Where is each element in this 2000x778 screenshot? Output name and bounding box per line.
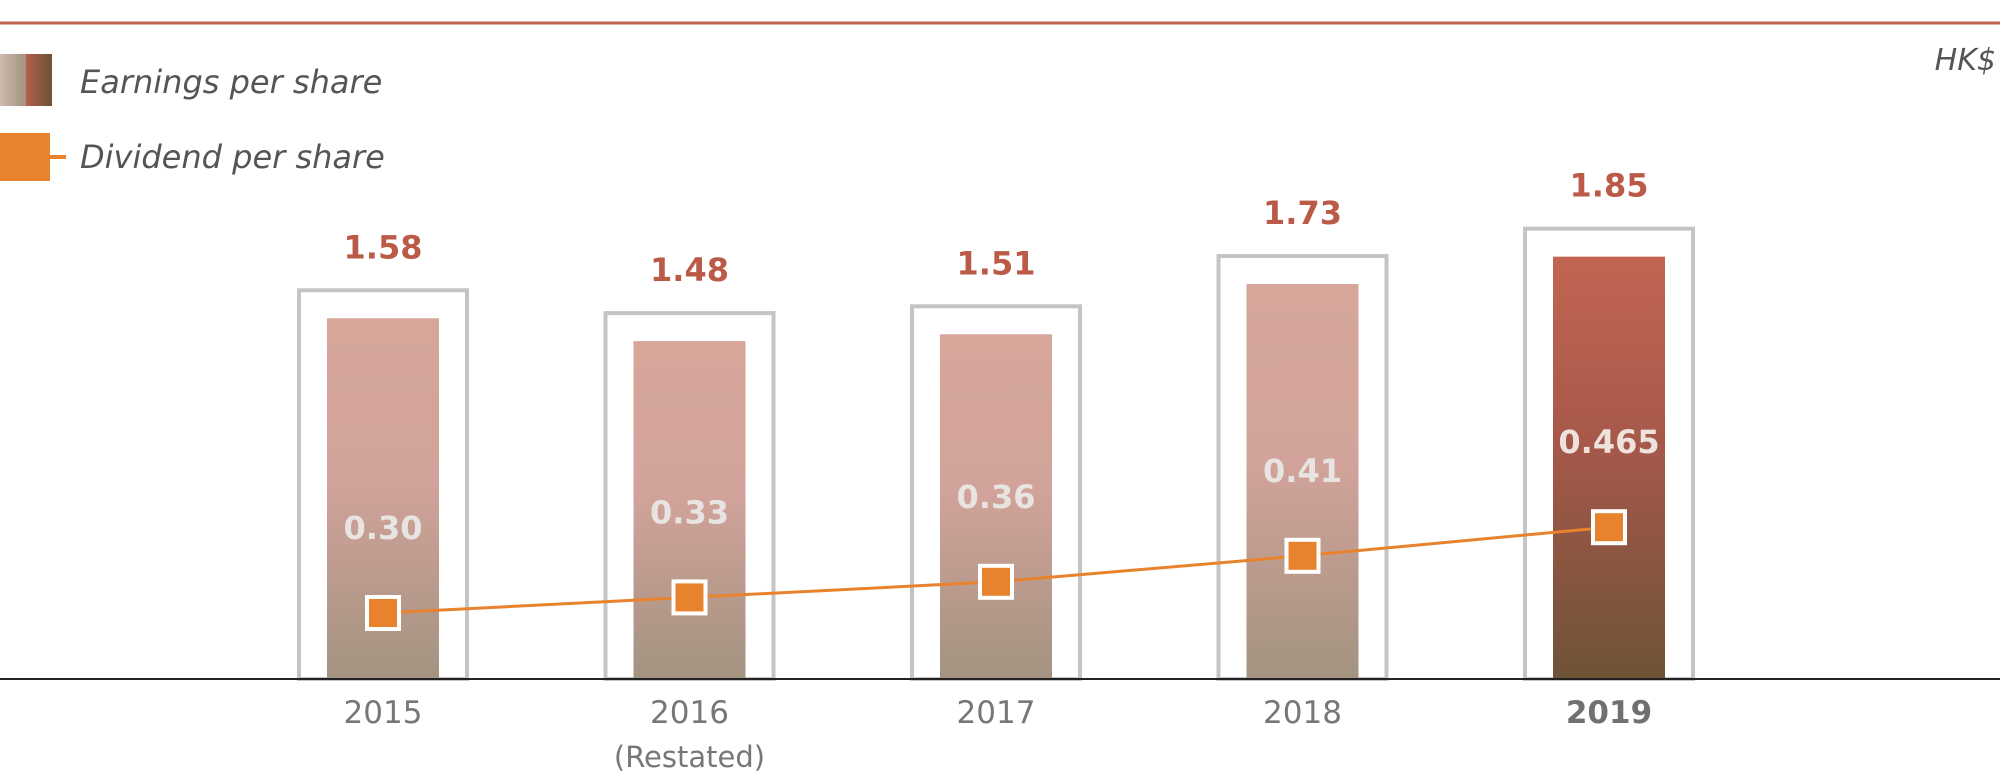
x-tick-label-2015: 2015 [344,695,423,731]
x-tick-label-2018: 2018 [1263,695,1342,731]
dps-marker-2015 [365,595,401,631]
eps-bar-2016 [633,341,746,679]
x-tick-label-2019: 2019 [1566,695,1652,731]
eps-value-labels: 1.58 1.48 1.51 1.73 1.85 [344,167,1649,289]
dps-value-label-2017: 0.36 [957,478,1036,516]
x-tick-sublabel-2016: (Restated) [614,740,765,774]
dps-value-label-2016: 0.33 [650,493,729,531]
legend-dps-marker [0,133,50,181]
unit-label: HK$ [1935,43,1996,78]
eps-bars [327,256,1665,679]
dps-markers [365,509,1627,631]
legend: Earnings per share Dividend per share [0,54,385,181]
legend-eps-swatch [0,54,52,106]
dps-marker-2018 [1284,537,1321,574]
eps-value-label-2018: 1.73 [1263,194,1342,232]
dps-value-labels: 0.30 0.33 0.36 0.41 0.465 [344,423,1660,547]
x-tick-label-2017: 2017 [957,695,1036,731]
eps-value-label-2015: 1.58 [344,228,423,266]
dps-value-label-2018: 0.41 [1263,452,1342,490]
eps-value-label-2019: 1.85 [1570,167,1649,205]
eps-bar-2017 [940,334,1052,679]
legend-eps-label: Earnings per share [80,63,382,101]
x-axis-tick-labels: 2015 2016 (Restated) 2017 2018 2019 [344,695,1653,774]
eps-value-label-2017: 1.51 [957,244,1036,282]
dps-value-label-2015: 0.30 [344,509,423,547]
eps-value-label-2016: 1.48 [650,251,729,289]
dps-marker-2016 [671,579,708,616]
dps-marker-2019 [1591,509,1627,546]
eps-bar-2019 [1553,256,1665,679]
dps-value-label-2019: 0.465 [1558,423,1659,461]
x-tick-label-2016: 2016 [650,695,729,731]
legend-dps-label: Dividend per share [80,138,385,176]
dps-marker-2017 [978,563,1014,600]
eps-bar-2018 [1246,284,1359,679]
